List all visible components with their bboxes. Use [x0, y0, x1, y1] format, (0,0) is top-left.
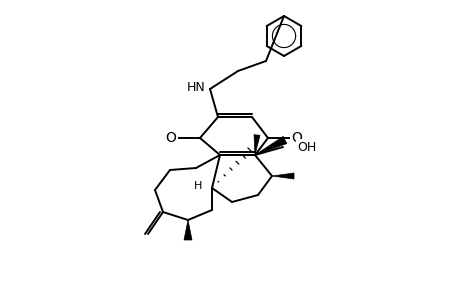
Text: HN: HN — [186, 80, 205, 94]
Polygon shape — [254, 136, 286, 155]
Text: OH: OH — [297, 140, 316, 154]
Polygon shape — [253, 135, 259, 155]
Polygon shape — [184, 220, 191, 240]
Text: H: H — [193, 181, 202, 191]
Text: O: O — [291, 131, 302, 145]
Text: O: O — [165, 131, 176, 145]
Polygon shape — [271, 173, 293, 179]
